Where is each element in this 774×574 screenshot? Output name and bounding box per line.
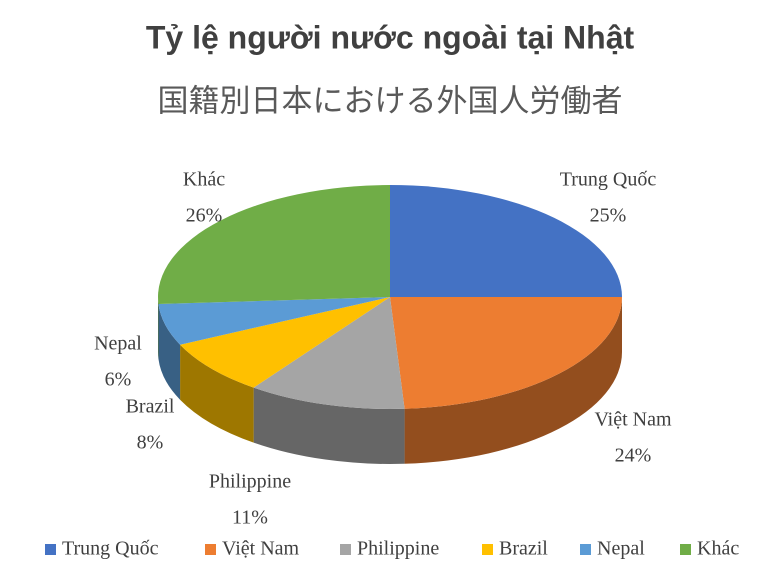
slice bbox=[390, 185, 622, 297]
legend-label: Philippine bbox=[357, 538, 439, 560]
slice-side bbox=[158, 304, 181, 400]
legend-swatch bbox=[580, 544, 591, 555]
legend-swatch bbox=[680, 544, 691, 555]
legend-swatch bbox=[205, 544, 216, 555]
legend-label: Khác bbox=[697, 538, 739, 560]
data-label-name: Việt Nam bbox=[594, 409, 672, 431]
slice-side bbox=[253, 387, 405, 465]
data-label-value: 24% bbox=[615, 445, 652, 467]
data-label-name: Brazil bbox=[126, 396, 175, 418]
chart-subtitle: 国籍別日本における外国人労働者 bbox=[158, 84, 623, 120]
data-label-name: Philippine bbox=[209, 471, 291, 493]
data-label-value: 8% bbox=[137, 432, 164, 454]
slice bbox=[180, 297, 390, 388]
slice bbox=[158, 185, 390, 305]
legend-swatch bbox=[482, 544, 493, 555]
data-label-name: Khác bbox=[183, 169, 225, 191]
legend-swatch bbox=[340, 544, 351, 555]
data-label-name: Nepal bbox=[94, 333, 142, 355]
data-label-value: 25% bbox=[590, 205, 627, 227]
chart-title: Tỷ lệ người nước ngoài tại Nhật bbox=[146, 19, 635, 55]
data-label-name: Trung Quốc bbox=[560, 169, 657, 191]
legend-swatch bbox=[45, 544, 56, 555]
data-label-value: 26% bbox=[186, 205, 223, 227]
legend-label: Nepal bbox=[597, 538, 645, 560]
slice-side bbox=[404, 297, 622, 464]
data-label-value: 11% bbox=[232, 507, 268, 529]
slice-side bbox=[180, 344, 254, 443]
legend-label: Trung Quốc bbox=[62, 538, 159, 560]
legend-label: Việt Nam bbox=[222, 538, 300, 560]
slice bbox=[390, 297, 622, 409]
data-label-value: 6% bbox=[105, 369, 132, 391]
slice bbox=[158, 297, 390, 345]
slice bbox=[253, 297, 405, 410]
legend-label: Brazil bbox=[499, 538, 548, 560]
